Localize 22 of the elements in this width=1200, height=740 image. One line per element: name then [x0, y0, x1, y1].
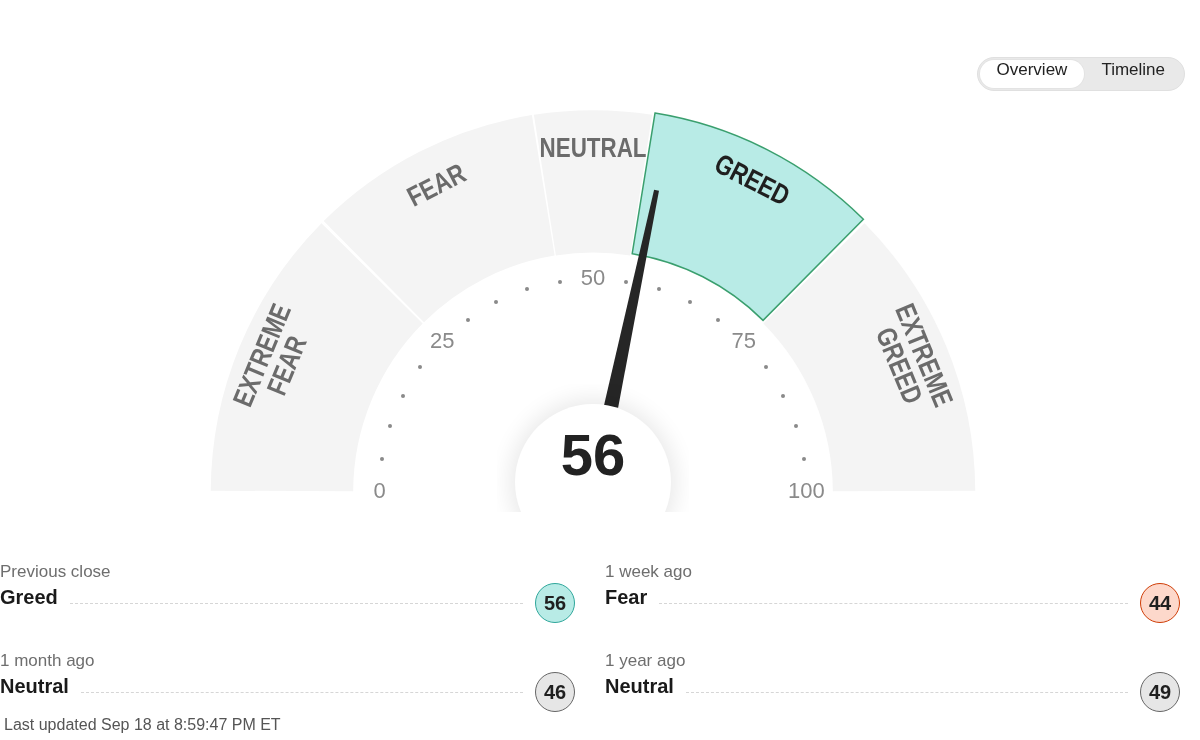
category-label: Previous close [0, 561, 112, 583]
toggle-switch: Overview Timeline [976, 57, 1185, 91]
slice-label: FEAR [402, 157, 471, 213]
score-badge: 56 [535, 583, 575, 623]
text: 100 [787, 478, 825, 504]
text: 0 [373, 478, 386, 504]
text: 56 [560, 422, 626, 488]
score-badge: 46 [535, 672, 575, 712]
category-label: 1 month ago [0, 650, 96, 672]
text: Neutral [605, 674, 674, 698]
text: 25 [429, 327, 455, 353]
category-label: 1 year ago [605, 650, 687, 672]
text: 50 [580, 265, 606, 291]
text: Fear [605, 585, 648, 609]
text: 75 [731, 327, 757, 353]
score-badge: 44 [1140, 583, 1180, 623]
text: Greed [0, 585, 58, 609]
text: Neutral [0, 674, 69, 698]
score-badge: 49 [1140, 672, 1180, 712]
text: Last updated Sep 18 at 8:59:47 PM ET [3, 715, 282, 734]
category-label: 1 week ago [605, 561, 693, 583]
slice-label: NEUTRAL [539, 131, 647, 163]
